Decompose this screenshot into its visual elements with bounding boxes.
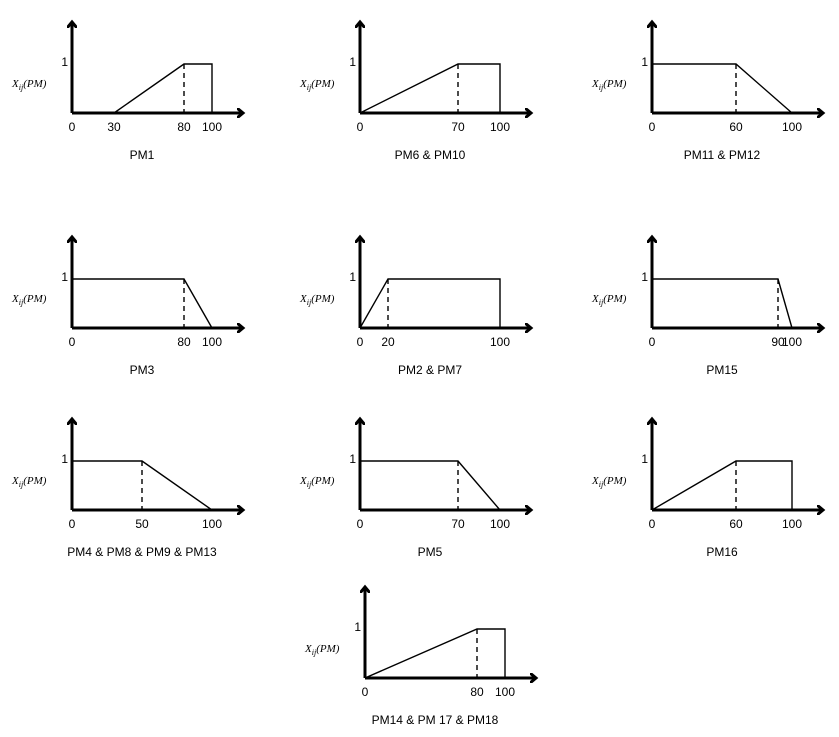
x-tick-label: 100: [202, 335, 222, 349]
x-tick-label: 50: [135, 517, 149, 531]
y-max-label: 1: [349, 452, 356, 466]
x-tick-label: 30: [107, 120, 121, 134]
chart-panel: 0 50 100 1 Xij(PM) PM4 & PM8 & PM9 & PM13: [11, 420, 242, 559]
membership-line: [652, 63, 793, 114]
x-tick-label: 100: [495, 685, 515, 699]
chart-caption: PM14 & PM 17 & PM18: [372, 713, 499, 727]
membership-line: [651, 460, 793, 511]
origin-label: 0: [357, 517, 364, 531]
y-axis-label: Xij(PM): [299, 78, 335, 92]
x-tick-label: 100: [490, 335, 510, 349]
membership-line: [72, 460, 213, 511]
y-max-label: 1: [641, 55, 648, 69]
chart-caption: PM5: [418, 545, 443, 559]
origin-label: 0: [69, 335, 76, 349]
x-tick-label: 80: [470, 685, 484, 699]
chart-panel: 0 80 100 1 Xij(PM) PM3: [11, 238, 242, 377]
origin-label: 0: [362, 685, 369, 699]
chart-caption: PM15: [706, 363, 738, 377]
y-max-label: 1: [349, 55, 356, 69]
chart-panel: 0 20 100 1 Xij(PM) PM2 & PM7: [299, 238, 530, 377]
y-axis-label: Xij(PM): [11, 293, 47, 307]
chart-caption: PM3: [130, 363, 155, 377]
y-max-label: 1: [61, 452, 68, 466]
x-tick-label: 80: [177, 120, 191, 134]
chart-panel: 0 60 100 1 Xij(PM) PM11 & PM12: [591, 23, 822, 162]
y-max-label: 1: [354, 620, 361, 634]
chart-caption: PM2 & PM7: [398, 363, 462, 377]
origin-label: 0: [649, 517, 656, 531]
y-axis-label: Xij(PM): [299, 293, 335, 307]
chart-panel: 0 60 100 1 Xij(PM) PM16: [591, 420, 822, 559]
chart-caption: PM16: [706, 545, 738, 559]
x-tick-label: 100: [202, 517, 222, 531]
chart-panel: 0 30 80 100 1 Xij(PM) PM1: [11, 23, 242, 162]
y-axis-label: Xij(PM): [591, 475, 627, 489]
membership-line: [652, 278, 793, 329]
chart-caption: PM1: [130, 148, 155, 162]
origin-label: 0: [69, 120, 76, 134]
y-max-label: 1: [61, 55, 68, 69]
membership-line: [72, 278, 213, 329]
y-max-label: 1: [641, 270, 648, 284]
origin-label: 0: [649, 335, 656, 349]
x-tick-label: 100: [490, 517, 510, 531]
y-axis-label: Xij(PM): [11, 475, 47, 489]
origin-label: 0: [357, 120, 364, 134]
chart-panel: 0 70 100 1 Xij(PM) PM6 & PM10: [299, 23, 530, 162]
origin-label: 0: [649, 120, 656, 134]
x-tick-label: 80: [177, 335, 191, 349]
chart-panel: 0 70 100 1 Xij(PM) PM5: [299, 420, 530, 559]
y-axis-label: Xij(PM): [299, 475, 335, 489]
y-max-label: 1: [61, 270, 68, 284]
membership-line: [113, 63, 213, 114]
x-tick-label: 100: [782, 517, 802, 531]
chart-caption: PM11 & PM12: [684, 148, 761, 162]
chart-panel: 0 80 100 1 Xij(PM) PM14 & PM 17 & PM18: [304, 588, 535, 727]
x-tick-label: 60: [729, 517, 743, 531]
origin-label: 0: [69, 517, 76, 531]
y-axis-label: Xij(PM): [11, 78, 47, 92]
chart-caption: PM6 & PM10: [395, 148, 466, 162]
membership-line: [359, 63, 501, 114]
membership-line: [360, 460, 501, 511]
y-axis-label: Xij(PM): [591, 293, 627, 307]
y-axis-label: Xij(PM): [591, 78, 627, 92]
x-tick-label: 70: [451, 517, 465, 531]
y-axis-label: Xij(PM): [304, 643, 340, 657]
x-tick-label: 70: [451, 120, 465, 134]
membership-line: [359, 278, 501, 329]
x-tick-label: 90: [771, 335, 785, 349]
membership-line: [364, 628, 506, 679]
x-tick-label: 100: [490, 120, 510, 134]
chart-caption: PM4 & PM8 & PM9 & PM13: [67, 545, 217, 559]
y-max-label: 1: [349, 270, 356, 284]
x-tick-label: 20: [381, 335, 395, 349]
origin-label: 0: [357, 335, 364, 349]
y-max-label: 1: [641, 452, 648, 466]
x-tick-label: 60: [729, 120, 743, 134]
x-tick-label: 100: [782, 120, 802, 134]
x-tick-label: 100: [782, 335, 802, 349]
x-tick-label: 100: [202, 120, 222, 134]
